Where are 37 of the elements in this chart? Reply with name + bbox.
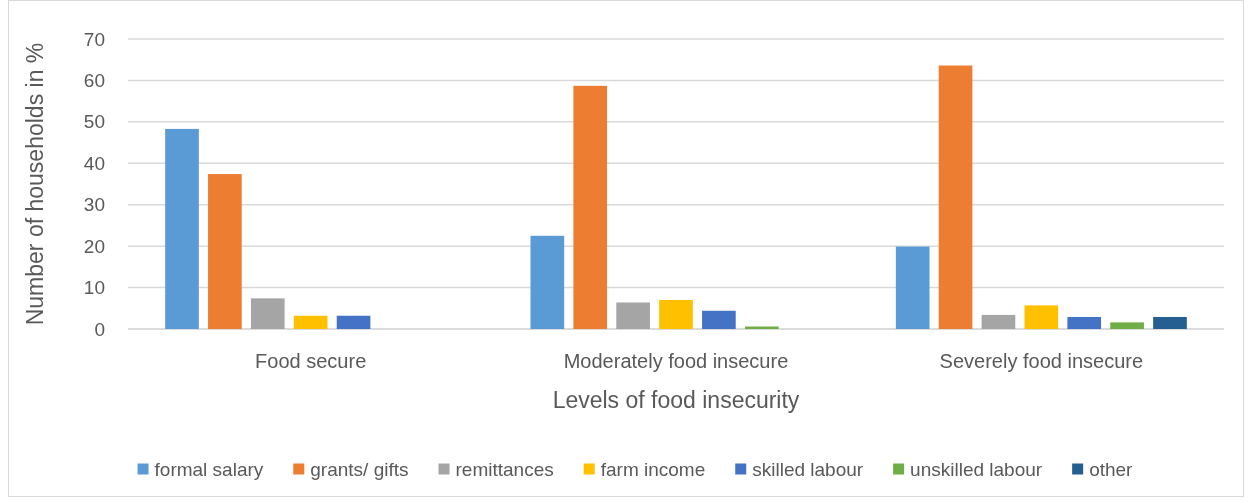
bar [1110,322,1144,329]
bar [250,298,285,329]
y-tick-label: 20 [83,235,105,257]
legend-label: farm income [600,458,706,480]
bar [616,302,650,329]
x-tick-label: Food secure [255,350,367,372]
legend-label: other [1089,458,1134,480]
bar [208,174,242,329]
legend-label: formal salary [154,458,264,480]
bar [1153,316,1187,329]
bar [530,235,565,329]
bar [293,315,328,329]
bar [573,85,608,329]
bar [336,315,371,329]
y-tick-label: 70 [83,28,105,50]
x-axis-title: Levels of food insecurity [552,387,800,413]
bar [981,314,1016,329]
bar [938,65,973,329]
y-tick-label: 50 [83,111,105,133]
bar [1024,305,1059,329]
y-axis-title: Number of households in % [22,42,48,326]
bar [702,310,736,329]
bar [895,246,930,329]
y-tick-label: 30 [83,194,105,216]
legend-label: remittances [455,458,554,480]
y-tick-label: 60 [83,69,105,91]
y-tick-label: 40 [83,152,105,174]
x-tick-label: Moderately food insecure [563,350,789,372]
x-tick-label: Severely food insecure [939,350,1144,372]
legend-label: unskilled labour [910,458,1043,480]
y-tick-label: 0 [94,318,105,340]
legend-label: grants/ gifts [310,458,409,480]
bar [659,300,693,329]
bar [165,128,199,329]
legend-label: skilled labour [752,458,864,480]
y-tick-label: 10 [83,277,105,299]
bar [1067,316,1102,329]
